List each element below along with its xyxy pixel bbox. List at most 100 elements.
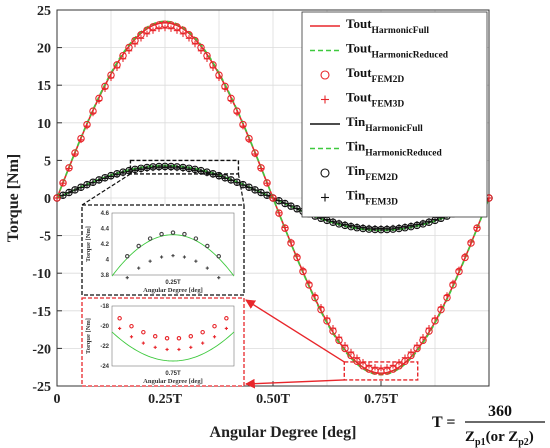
- inset-tin-fem3d-point: [194, 259, 198, 263]
- series-tin-fem3d-point: [245, 184, 253, 191]
- inset-tout-fem2d-point: [176, 336, 182, 341]
- series-tout-fem3d-point: [239, 122, 247, 130]
- series-tout-fem3d-point: [371, 364, 379, 371]
- series-tin-fem3d-point: [173, 164, 181, 172]
- series-tin-fem3d-point: [323, 216, 331, 223]
- inset-tout-fem3d-point: [118, 326, 122, 331]
- inset-tout-fem2d-point: [212, 323, 217, 329]
- inset-x-axis-label: Angular Degree [deg]: [143, 287, 203, 294]
- legend-entry: TinFEM3D: [346, 188, 398, 208]
- series-tout-fem3d-point: [311, 292, 319, 299]
- formula-den-sub2: p2: [518, 437, 529, 448]
- series-tout-fem3d-point: [263, 179, 271, 187]
- inset-y-tick-label: -22: [100, 344, 109, 350]
- inset-tin-fem3d-point: [137, 266, 141, 270]
- inset-tin-fem3d-point: [148, 259, 152, 263]
- y-tick-label: 10: [37, 117, 51, 132]
- series-tin-fem3d-point: [179, 165, 187, 172]
- series-tout-fem3d-point: [107, 74, 115, 82]
- series-tin-fem3d-point: [89, 179, 97, 186]
- arrow-to-inset-bottom: [245, 378, 345, 389]
- legend-entry-subscript: HarmonicFull: [372, 26, 430, 36]
- series-tin-fem3d-point: [401, 223, 409, 230]
- inset-y-tick-label: 4.6: [101, 211, 110, 217]
- series-tout-fem3d-point: [461, 252, 469, 260]
- legend-entry-base: Tin: [346, 114, 366, 129]
- series-tout-fem3d-point: [365, 362, 373, 369]
- series-tout-fem3d-point: [209, 64, 217, 72]
- series-tin-fem3d-point: [101, 175, 109, 182]
- inset-tout-fem3d-point: [177, 347, 181, 352]
- x-tick-label: 0.25T: [148, 392, 183, 407]
- series-tout-fem3d-point: [293, 252, 301, 260]
- series-tin-fem3d-point: [359, 224, 367, 231]
- series-tin-fem3d-point: [353, 223, 361, 230]
- series-tin-fem3d-point: [131, 167, 139, 174]
- series-tout-fem3d-point: [467, 238, 475, 246]
- series-tout-fem3d-point: [173, 27, 181, 34]
- legend-entry: TinFEM2D: [346, 163, 398, 183]
- series-tout-fem3d-point: [197, 47, 205, 55]
- y-tick-label: 15: [37, 79, 51, 94]
- series-tout-fem3d-point: [401, 354, 409, 361]
- series-tin-fem3d-point: [65, 189, 73, 196]
- inset-tout-fem2d-point: [141, 329, 146, 335]
- inset-tin-fem3d-point: [217, 276, 221, 280]
- formula-den-mid: (or Z: [486, 429, 519, 445]
- series-tout-fem3d-point: [179, 30, 187, 38]
- series-tout-fem3d-point: [455, 266, 463, 274]
- inset-y-axis-label: Torque [Nm]: [85, 318, 92, 354]
- legend-entry-subscript: FEM3D: [372, 100, 405, 110]
- legend-swatch: [320, 70, 330, 80]
- series-tin-fem3d-point: [287, 202, 295, 210]
- series-tin-fem3d-point: [59, 192, 67, 199]
- inset-axes: [111, 212, 235, 276]
- formula-denominator: Zp1(or Zp2): [465, 429, 534, 448]
- series-tin-fem3d-point: [227, 177, 235, 184]
- series-tin-fem3d-point: [413, 221, 421, 228]
- series-tout-fem3d-point: [473, 224, 481, 231]
- series-tout-fem3d-point: [251, 150, 259, 158]
- series-tout-fem3d-point: [185, 35, 193, 42]
- series-tin-fem3d-point: [221, 175, 229, 182]
- legend-swatch: [321, 95, 329, 104]
- series-tout-fem3d-point: [275, 209, 283, 217]
- series-tout-fem3d-point: [71, 150, 79, 158]
- legend-entry-subscript: FEM2D: [372, 75, 405, 85]
- legend-entry-subscript: HarmonicReduced: [365, 149, 442, 159]
- series-tout-fem3d-point: [83, 122, 91, 130]
- inset-tout-fem2d-point: [129, 323, 134, 329]
- series-tout-fem3d-point: [377, 364, 385, 372]
- series-tin-fem3d-point: [191, 167, 199, 174]
- series-tin-fem3d-point: [209, 171, 217, 178]
- series-tout-fem3d-point: [281, 224, 289, 231]
- x-tick-label: 0.75T: [364, 392, 399, 407]
- series-tout-fem3d-point: [191, 40, 199, 48]
- legend-swatch: [320, 168, 330, 178]
- inset-y-tick-label: 4: [106, 258, 110, 264]
- inset-tin-fem3d-point: [125, 276, 129, 280]
- inset-tout-fem3d-point: [201, 341, 205, 345]
- y-tick-label: -15: [32, 305, 51, 320]
- inset-x-axis-label: Angular Degree [deg]: [143, 378, 203, 385]
- legend-entry-base: Tin: [346, 139, 366, 154]
- series-tin-fem3d-point: [137, 166, 145, 173]
- inset-series-tout-harmonicreduced: [111, 331, 235, 362]
- series-tin-fem3d-point: [77, 184, 85, 191]
- inset-tout-fem3d-point: [153, 345, 157, 349]
- legend-entry: ToutFEM3D: [346, 90, 404, 110]
- series-tin-fem3d-point: [425, 218, 433, 225]
- inset-y-axis-label: Torque [Nm]: [85, 226, 92, 262]
- series-tout-fem3d-point: [323, 314, 331, 322]
- inset-y-tick-label: 3.8: [101, 273, 110, 279]
- legend-entry: ToutFEM2D: [346, 65, 404, 85]
- series-tin-fem3d-point: [257, 189, 265, 196]
- inset-y-tick-label: 4.4: [101, 227, 110, 233]
- series-tin-fem3d-point: [395, 224, 403, 231]
- legend-entry: TinHarmonicReduced: [346, 139, 443, 159]
- series-tout-fem3d-point: [425, 324, 433, 332]
- series-tout-fem3d-point: [119, 55, 127, 62]
- series-tin-fem3d-point: [95, 177, 103, 184]
- series-tout-fem3d-point: [353, 354, 361, 361]
